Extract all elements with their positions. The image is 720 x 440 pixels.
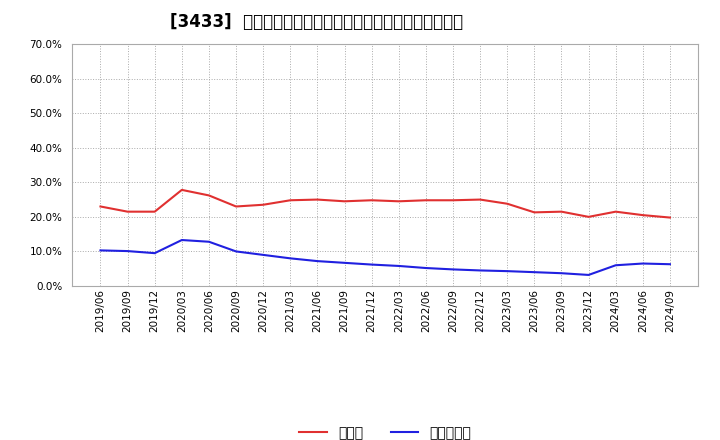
現預金 [611, 209, 620, 214]
有利子負債 [123, 249, 132, 254]
現預金 [341, 199, 349, 204]
現預金 [557, 209, 566, 214]
現預金 [503, 201, 511, 206]
現預金 [449, 198, 457, 203]
有利子負債 [530, 270, 539, 275]
現預金 [313, 197, 322, 202]
有利子負債 [367, 262, 376, 267]
現預金 [421, 198, 430, 203]
Line: 現預金: 現預金 [101, 190, 670, 217]
有利子負債 [259, 252, 268, 257]
Legend: 現預金, 有利子負債: 現預金, 有利子負債 [299, 426, 472, 440]
現預金 [123, 209, 132, 214]
現預金 [665, 215, 674, 220]
有利子負債 [313, 258, 322, 264]
現預金 [367, 198, 376, 203]
有利子負債 [639, 261, 647, 266]
有利子負債 [584, 272, 593, 278]
現預金 [584, 214, 593, 220]
有利子負債 [503, 268, 511, 274]
現預金 [150, 209, 159, 214]
有利子負債 [395, 263, 403, 268]
現預金 [530, 210, 539, 215]
有利子負債 [150, 250, 159, 256]
有利子負債 [204, 239, 213, 244]
現預金 [476, 197, 485, 202]
有利子負債 [421, 265, 430, 271]
現預金 [286, 198, 294, 203]
現預金 [178, 187, 186, 193]
有利子負債 [286, 256, 294, 261]
現預金 [204, 193, 213, 198]
有利子負債 [476, 268, 485, 273]
有利子負債 [178, 238, 186, 243]
有利子負債 [611, 263, 620, 268]
有利子負債 [96, 248, 105, 253]
有利子負債 [557, 271, 566, 276]
有利子負債 [341, 260, 349, 265]
現預金 [395, 199, 403, 204]
現預金 [232, 204, 240, 209]
有利子負債 [665, 261, 674, 267]
現預金 [259, 202, 268, 207]
現預金 [96, 204, 105, 209]
Text: [3433]  現預金、有利子負債の総資産に対する比率の推移: [3433] 現預金、有利子負債の総資産に対する比率の推移 [170, 13, 464, 31]
有利子負債 [449, 267, 457, 272]
有利子負債 [232, 249, 240, 254]
現預金 [639, 213, 647, 218]
Line: 有利子負債: 有利子負債 [101, 240, 670, 275]
